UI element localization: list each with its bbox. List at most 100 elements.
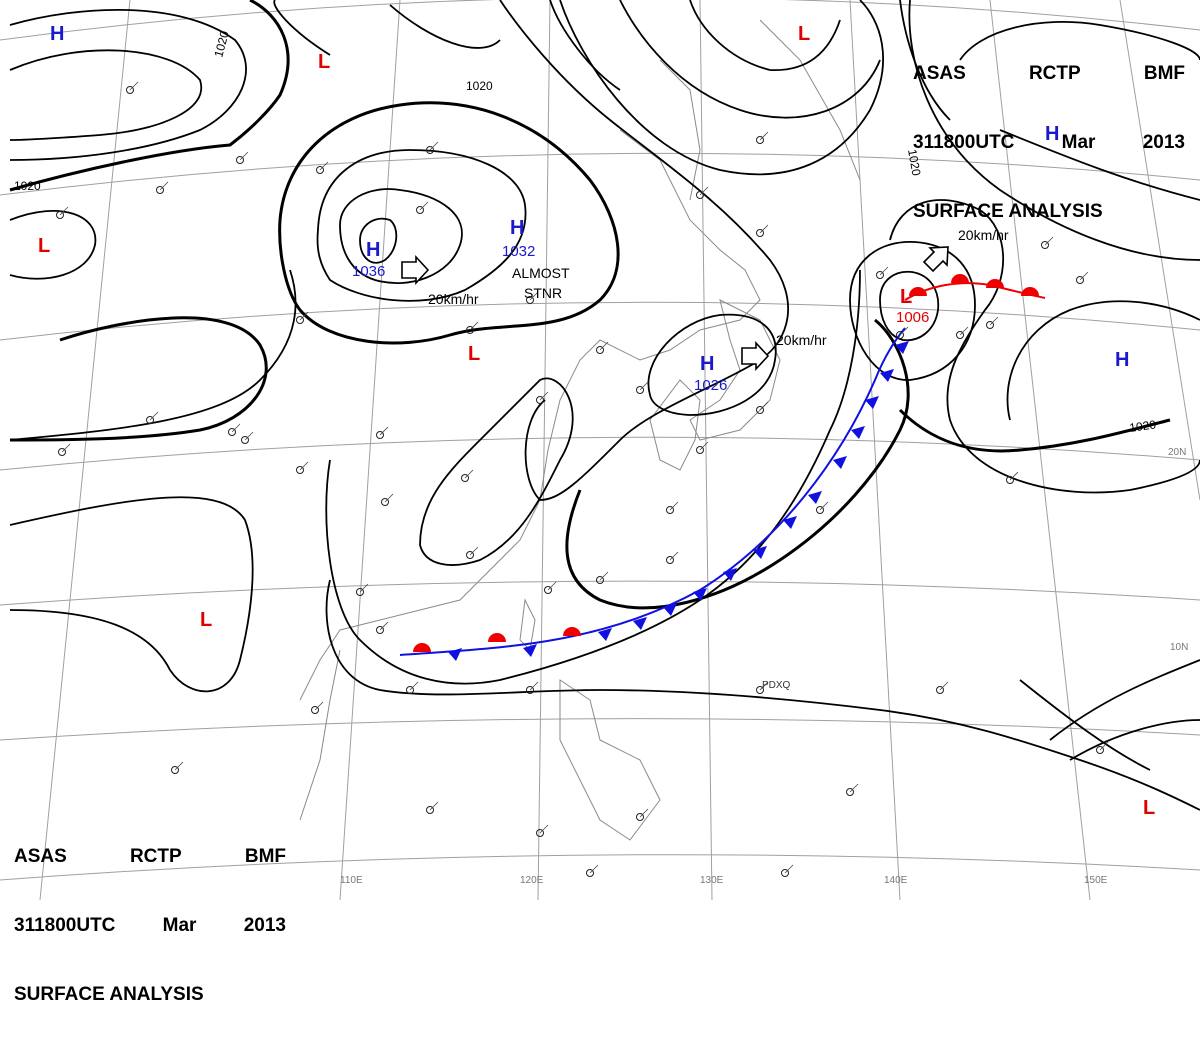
longitude-label: 130E — [700, 875, 724, 886]
wind-barb — [380, 427, 388, 435]
low-center-label: L — [798, 23, 810, 45]
wind-barb — [700, 442, 708, 450]
wind-barb — [670, 502, 678, 510]
wind-barb — [245, 432, 253, 440]
wind-barb — [420, 202, 428, 210]
wind-barb — [1080, 272, 1088, 280]
warm-front-pip — [413, 643, 431, 652]
latitude-label: 20N — [1168, 447, 1186, 458]
isobar — [620, 0, 880, 118]
wind-barb — [320, 162, 328, 170]
latitude-label: 10N — [1170, 642, 1188, 653]
longitude-label: 120E — [520, 875, 544, 886]
header-year: 2013 — [244, 914, 286, 937]
fronts — [400, 274, 1045, 661]
wind-barb — [430, 142, 438, 150]
longitude-label: 150E — [1084, 875, 1108, 886]
low-center-label: L — [318, 51, 330, 73]
wind-barb — [600, 572, 608, 580]
header-line: 311800UTC Mar 2013 — [14, 914, 286, 937]
header-line: SURFACE ANALYSIS — [14, 983, 286, 1006]
arrow-icon — [742, 343, 768, 369]
isobar — [10, 211, 95, 279]
wind-barb — [232, 424, 240, 432]
low-center-label: L — [200, 609, 212, 631]
cold-front-pip — [851, 426, 865, 439]
wind-barb — [530, 682, 538, 690]
lon-line — [700, 0, 712, 900]
coast-philippines — [560, 680, 660, 840]
wind-barb — [940, 682, 948, 690]
wind-barb — [760, 402, 768, 410]
header-title: SURFACE ANALYSIS — [913, 200, 1103, 223]
wind-barb — [130, 82, 138, 90]
annotation-text: STNR — [524, 285, 562, 301]
cold-front-pip — [523, 644, 537, 657]
wind-barb — [300, 462, 308, 470]
lon-line — [850, 0, 900, 900]
isobar-label: 1020 — [211, 29, 232, 59]
low-center-label: L — [468, 343, 480, 365]
header-title: SURFACE ANALYSIS — [14, 983, 204, 1006]
isobar-label: 1020 — [14, 179, 41, 193]
wind-barb — [548, 582, 556, 590]
warm-front-pips — [413, 274, 1039, 652]
wind-barb — [760, 225, 768, 233]
high-center-label: H — [366, 239, 380, 261]
wind-barb — [240, 152, 248, 160]
motion-speed-label: 20km/hr — [428, 291, 479, 307]
low-center-value: 1006 — [896, 309, 929, 326]
warm-front-pip — [488, 633, 506, 642]
wind-barb — [960, 327, 968, 335]
warm-front-pip — [986, 279, 1004, 288]
isobar — [10, 497, 253, 691]
wind-barb — [385, 494, 393, 502]
wind-barb — [150, 412, 158, 420]
low-center-label: L — [1143, 797, 1155, 819]
motion-speed-label: 20km/hr — [776, 332, 827, 348]
header-station: RCTP — [130, 845, 182, 868]
map-header-top: ASAS RCTP BMF 311800UTC Mar 2013 SURFACE… — [913, 16, 1185, 269]
station-code: PDXQ — [762, 680, 791, 691]
header-time: 311800UTC — [913, 131, 1014, 154]
annotation-text: ALMOST — [512, 265, 570, 281]
wind-barb — [62, 444, 70, 452]
coast-vietnam — [300, 650, 340, 820]
wind-barb — [465, 470, 473, 478]
map-header-bottom: ASAS RCTP BMF 311800UTC Mar 2013 SURFACE… — [14, 799, 286, 1052]
wind-barb — [430, 802, 438, 810]
lat-line — [0, 719, 1200, 740]
high-center-label: H — [510, 217, 524, 239]
weather-map: H 1036 H 1032 H 1026 L 1006 H H H L L L … — [0, 0, 1200, 900]
warm-front-pip — [951, 274, 969, 283]
wind-barb — [410, 682, 418, 690]
wind-barb — [820, 502, 828, 510]
header-station: RCTP — [1029, 62, 1081, 85]
wind-barb — [540, 825, 548, 833]
wind-barb — [160, 182, 168, 190]
wind-barb — [470, 547, 478, 555]
longitude-label: 110E — [340, 875, 363, 886]
wind-barb — [640, 809, 648, 817]
isobar — [10, 50, 201, 140]
cold-front-pip — [448, 648, 462, 661]
isobar — [690, 0, 840, 70]
header-month: Mar — [1062, 131, 1096, 154]
isobar — [318, 150, 526, 301]
high-center-value: 1036 — [352, 263, 385, 280]
lat-line — [0, 437, 1200, 470]
warm-front-pip — [563, 627, 581, 636]
lon-line — [40, 0, 130, 900]
isobar — [550, 0, 620, 90]
wind-barb — [640, 382, 648, 390]
header-line: ASAS RCTP BMF — [14, 845, 286, 868]
header-line: SURFACE ANALYSIS — [913, 200, 1185, 223]
coast-sakhalin — [660, 60, 700, 200]
isobar — [560, 0, 883, 174]
isobar — [10, 270, 296, 440]
low-center-label: L — [900, 286, 912, 308]
isobar — [1070, 720, 1200, 760]
isobar — [10, 10, 246, 160]
lon-line — [340, 0, 400, 900]
header-time: 311800UTC — [14, 914, 115, 937]
